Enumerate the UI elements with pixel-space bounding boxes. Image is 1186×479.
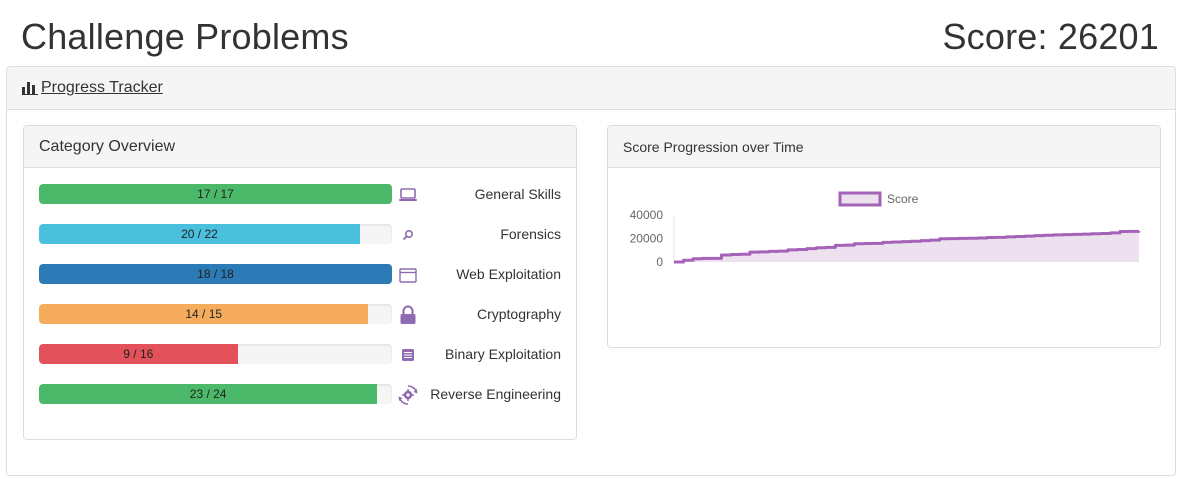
progress-bar-binary-exploitation: 9 / 16 — [39, 344, 392, 364]
browser-window-icon — [397, 264, 419, 286]
category-label: Web Exploitation — [456, 266, 561, 282]
y-tick-label: 40000 — [630, 208, 664, 222]
progress-bar-cryptography: 14 / 15 — [39, 304, 392, 324]
laptop-icon — [397, 184, 419, 206]
category-label: Reverse Engineering — [430, 386, 561, 402]
category-row-reverse-engineering: 23 / 24 Reverse Engineering — [39, 382, 561, 406]
progress-tracker-heading: Progress Tracker — [7, 67, 1175, 110]
score-progression-title: Score Progression over Time — [608, 126, 1160, 168]
category-row-cryptography: 14 / 15 Cryptography — [39, 302, 561, 324]
magnifier-icon — [397, 224, 419, 246]
page-header: Challenge Problems Score: 26201 — [21, 12, 1159, 62]
binary-chip-icon — [397, 344, 419, 366]
category-label: General Skills — [474, 186, 561, 202]
progress-text: 20 / 22 — [181, 227, 218, 241]
score-display: Score: 26201 — [942, 16, 1159, 57]
progress-fill: 14 / 15 — [39, 304, 369, 324]
category-label: Binary Exploitation — [445, 346, 561, 362]
category-row-binary-exploitation: 9 / 16 Binary Exploitation — [39, 342, 561, 364]
score-area — [674, 231, 1139, 262]
progress-bar-forensics: 20 / 22 — [39, 224, 392, 244]
progress-text: 9 / 16 — [123, 347, 154, 361]
progress-fill: 17 / 17 — [39, 184, 392, 204]
legend-swatch — [838, 191, 882, 207]
progress-fill: 23 / 24 — [39, 384, 378, 404]
progress-text: 18 / 18 — [197, 267, 234, 281]
progress-text: 17 / 17 — [197, 187, 234, 201]
progress-text: 14 / 15 — [185, 307, 223, 321]
progress-text: 23 / 24 — [189, 387, 227, 401]
category-overview-title: Category Overview — [24, 126, 576, 168]
category-row-web-exploitation: 18 / 18 Web Exploitation — [39, 262, 561, 284]
category-row-forensics: 20 / 22 Forensics — [39, 222, 561, 244]
gear-cycle-icon — [397, 384, 419, 406]
progress-fill: 18 / 18 — [39, 264, 392, 284]
progress-fill: 20 / 22 — [39, 224, 360, 244]
progress-bar-reverse-engineering: 23 / 24 — [39, 384, 392, 404]
progress-tracker-panel: Progress Tracker Category Overview 17 / … — [6, 66, 1176, 476]
category-overview-panel: Category Overview 17 / 17 General Skills 2… — [23, 125, 577, 440]
progress-bar-general-skills: 17 / 17 — [39, 184, 392, 204]
bar-chart-icon — [22, 82, 38, 95]
category-label: Forensics — [500, 226, 561, 242]
lock-icon — [397, 304, 419, 326]
score-line — [674, 229, 1141, 264]
score-progression-panel: Score Progression over Time Score 0 20000 4… — [607, 125, 1161, 348]
score-chart: Score 0 20000 40000 — [630, 191, 1141, 269]
progress-bar-web-exploitation: 18 / 18 — [39, 264, 392, 284]
y-tick-label: 20000 — [630, 232, 664, 246]
page-title: Challenge Problems — [21, 16, 349, 57]
progress-fill: 9 / 16 — [39, 344, 238, 364]
y-tick-label: 0 — [656, 255, 663, 269]
legend-label: Score — [887, 192, 919, 206]
category-row-general-skills: 17 / 17 General Skills — [39, 182, 561, 204]
category-label: Cryptography — [476, 306, 561, 322]
progress-tracker-label: Progress Tracker — [41, 79, 163, 96]
progress-tracker-link[interactable]: Progress Tracker — [22, 79, 163, 97]
